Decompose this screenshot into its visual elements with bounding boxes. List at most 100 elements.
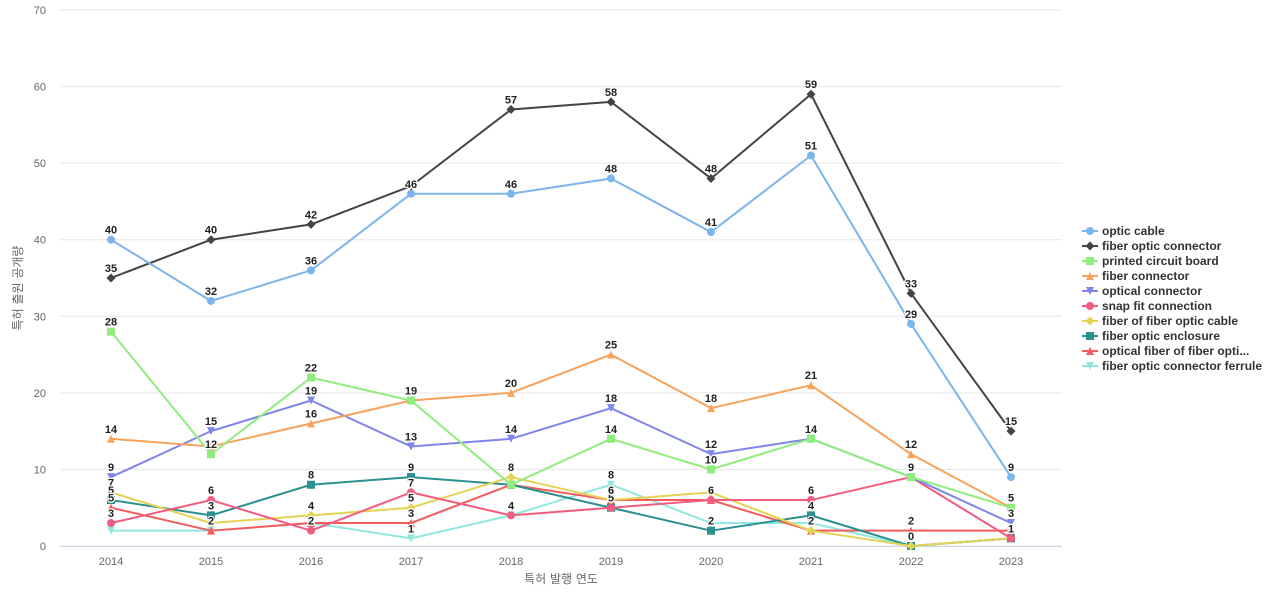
data-point[interactable] <box>507 434 515 443</box>
data-point[interactable] <box>1007 503 1015 512</box>
data-point[interactable] <box>506 105 516 115</box>
data-point[interactable] <box>307 519 315 528</box>
legend-item[interactable]: optical connector <box>1082 284 1202 298</box>
data-point[interactable] <box>107 496 115 505</box>
data-point[interactable] <box>307 266 315 275</box>
data-point[interactable] <box>906 288 916 298</box>
data-point[interactable] <box>207 442 215 451</box>
data-point[interactable] <box>406 181 416 191</box>
data-point[interactable] <box>607 503 615 512</box>
data-point[interactable] <box>807 151 815 160</box>
data-point[interactable] <box>506 472 516 482</box>
data-point[interactable] <box>507 511 515 520</box>
data-point[interactable] <box>607 404 615 413</box>
data-point[interactable] <box>807 434 815 443</box>
series-line[interactable] <box>110 483 1012 532</box>
data-point[interactable] <box>307 373 315 382</box>
series-line[interactable] <box>110 476 1012 547</box>
data-point[interactable] <box>106 487 116 497</box>
data-point[interactable] <box>907 473 915 482</box>
data-point[interactable] <box>207 496 215 505</box>
data-point[interactable] <box>406 503 416 513</box>
data-point[interactable] <box>407 189 415 198</box>
data-point[interactable] <box>407 519 415 528</box>
data-point[interactable] <box>606 495 616 505</box>
data-point[interactable] <box>807 519 815 528</box>
data-point[interactable] <box>707 228 715 237</box>
data-point[interactable] <box>407 473 415 482</box>
data-point[interactable] <box>806 89 816 99</box>
data-point[interactable] <box>706 173 716 183</box>
data-point[interactable] <box>307 526 315 535</box>
data-point[interactable] <box>407 442 415 451</box>
data-point[interactable] <box>807 496 815 505</box>
series-line[interactable] <box>110 483 1012 547</box>
legend-item[interactable]: optic cable <box>1082 224 1165 238</box>
data-point[interactable] <box>407 488 415 497</box>
data-point[interactable] <box>307 419 315 428</box>
legend-item[interactable]: optical fiber of fiber opti... <box>1082 344 1249 358</box>
legend-item[interactable]: fiber optic enclosure <box>1082 329 1220 343</box>
data-point[interactable] <box>807 511 815 520</box>
legend-item[interactable]: fiber of fiber optic cable <box>1082 314 1238 328</box>
data-point[interactable] <box>107 503 115 512</box>
data-point[interactable] <box>507 189 515 198</box>
data-point[interactable] <box>707 465 715 474</box>
data-point[interactable] <box>407 396 415 405</box>
data-point[interactable] <box>907 450 915 459</box>
data-point[interactable] <box>1007 534 1015 543</box>
series-line[interactable] <box>110 476 1012 540</box>
data-point[interactable] <box>207 450 215 459</box>
data-point[interactable] <box>107 327 115 336</box>
data-point[interactable] <box>707 519 715 528</box>
data-point[interactable] <box>706 487 716 497</box>
data-point[interactable] <box>607 434 615 443</box>
series-line[interactable] <box>110 154 1012 479</box>
legend-item[interactable]: snap fit connection <box>1082 299 1212 313</box>
data-point[interactable] <box>607 350 615 359</box>
data-point[interactable] <box>107 235 115 244</box>
data-point[interactable] <box>1007 526 1015 535</box>
data-point[interactable] <box>307 396 315 405</box>
data-point[interactable] <box>707 450 715 459</box>
data-point[interactable] <box>306 219 316 229</box>
series-line[interactable] <box>110 476 1012 547</box>
legend-item[interactable]: fiber optic connector <box>1082 239 1222 253</box>
data-point[interactable] <box>806 526 816 536</box>
data-point[interactable] <box>907 319 915 328</box>
data-point[interactable] <box>606 97 616 107</box>
data-point[interactable] <box>907 526 915 535</box>
data-point[interactable] <box>207 296 215 305</box>
data-point[interactable] <box>207 511 215 520</box>
data-point[interactable] <box>507 388 515 397</box>
data-point[interactable] <box>1007 519 1015 528</box>
data-point[interactable] <box>906 541 916 551</box>
series-line[interactable] <box>110 353 1012 509</box>
legend-item[interactable]: fiber connector <box>1082 269 1190 283</box>
data-point[interactable] <box>106 273 116 283</box>
data-point[interactable] <box>807 381 815 390</box>
series-line[interactable] <box>110 330 1012 509</box>
legend-item[interactable]: printed circuit board <box>1082 254 1219 268</box>
data-point[interactable] <box>607 174 615 183</box>
data-point[interactable] <box>206 518 216 528</box>
data-point[interactable] <box>207 427 215 436</box>
legend-item[interactable]: fiber optic connector ferrule <box>1082 359 1262 373</box>
data-point[interactable] <box>707 526 715 535</box>
data-point[interactable] <box>707 496 715 505</box>
data-point[interactable] <box>206 235 216 245</box>
data-point[interactable] <box>107 434 115 443</box>
data-point[interactable] <box>607 480 615 489</box>
data-point[interactable] <box>107 526 115 535</box>
data-point[interactable] <box>1007 473 1015 482</box>
data-point[interactable] <box>407 534 415 543</box>
series-line[interactable] <box>110 93 1012 433</box>
data-point[interactable] <box>107 473 115 482</box>
data-point[interactable] <box>307 480 315 489</box>
data-point[interactable] <box>507 480 515 489</box>
data-point[interactable] <box>107 519 115 528</box>
data-point[interactable] <box>207 526 215 535</box>
data-point[interactable] <box>306 510 316 520</box>
data-point[interactable] <box>1006 426 1016 436</box>
data-point[interactable] <box>707 404 715 413</box>
